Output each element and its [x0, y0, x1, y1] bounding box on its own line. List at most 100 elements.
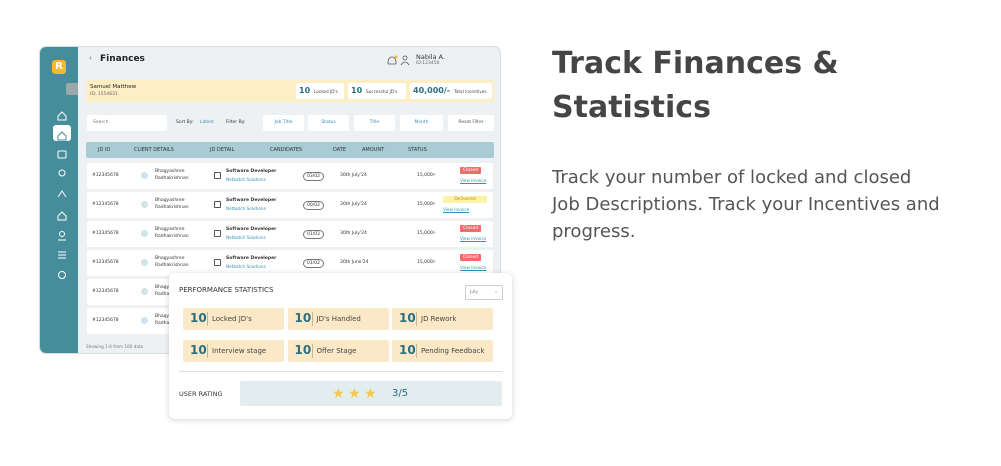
banner-stat: 40,000/- Total Incentives	[410, 83, 492, 99]
column-header: DATE	[333, 147, 347, 153]
job-icon	[214, 230, 221, 237]
star: ★	[364, 386, 377, 402]
job-title: Software Developer	[226, 227, 277, 232]
date: 30th July'24	[340, 173, 367, 178]
heading: Track Finances & Statistics	[552, 46, 839, 125]
table-row[interactable]: #12345678 Bhagyashree Radhakrishnan Softwa…	[87, 221, 493, 247]
invoice-link[interactable]: View Invoice	[460, 178, 487, 183]
client-name: Bhagyashree Radhakrishnan	[155, 169, 189, 181]
stat-tile: 10 JD's Handled	[287, 308, 389, 330]
rating-box: ★ ★ ★ 3/5	[240, 381, 502, 406]
stat-value: 10	[299, 86, 311, 95]
back-arrow[interactable]: ‹	[89, 54, 92, 62]
dropdown-arrow: ⌄	[494, 289, 499, 295]
tile-label: Pending Feedback	[421, 347, 485, 355]
banner-stat: 10 Locked JD's	[296, 83, 344, 99]
client-name: Bhagyashree Radhakrishnan	[155, 198, 189, 210]
job-title: Software Developer	[226, 256, 277, 261]
card-title: PERFORMANCE STATISTICS	[179, 286, 274, 294]
job-title: Software Developer	[226, 198, 277, 203]
sort-value[interactable]: Latest	[200, 120, 214, 125]
tile-separator	[311, 344, 313, 358]
column-header: CLIENT DETAILS	[134, 147, 174, 153]
logo[interactable]: R	[52, 60, 66, 74]
search-box[interactable]: Search	[87, 115, 167, 131]
user-name: Nabila A.	[416, 53, 446, 61]
tile-value: 10	[190, 343, 207, 357]
client-name: Bhagyashree Radhakrishnan	[155, 256, 189, 268]
stat-value: 40,000/-	[413, 86, 451, 95]
sort-label: Sort By:	[176, 120, 194, 125]
filter-dropdown[interactable]: Status	[308, 115, 349, 131]
banner: Samuel Matthew ID: 1554631 10 Locked JD's…	[86, 80, 494, 102]
reset-filter[interactable]: Reset Filter	[448, 115, 494, 131]
job-icon	[214, 201, 221, 208]
stat-tile: 10 Offer Stage	[287, 340, 389, 362]
status-badge: Delivered	[443, 196, 487, 203]
table-row[interactable]: #12345678 Bhagyashree Radhakrishnan Softwa…	[87, 163, 493, 189]
table-row[interactable]: #12345678 Bhagyashree Radhakrishnan Softwa…	[87, 192, 493, 218]
sidebar: R	[40, 47, 78, 353]
tile-label: Locked JD's	[212, 315, 252, 323]
client-icon	[141, 201, 148, 208]
filter-label: Filter By:	[226, 120, 246, 125]
performance-card: PERFORMANCE STATISTICS July ⌄ 10 Locked J…	[169, 273, 512, 419]
column-header: JD ID	[98, 147, 111, 153]
tile-value: 10	[190, 311, 207, 325]
column-header: AMOUNT	[362, 147, 385, 153]
tile-separator	[311, 312, 313, 326]
tile-separator	[207, 312, 208, 326]
jd-id: #12345678	[92, 231, 119, 236]
filter-dropdown[interactable]: Title	[354, 115, 395, 131]
tile-separator	[207, 344, 208, 358]
company: Netbatch Solutions	[226, 206, 266, 211]
collapse-button[interactable]	[66, 83, 78, 95]
divider	[179, 371, 502, 372]
filter-dropdown[interactable]: Job Title	[263, 115, 304, 131]
period-value: July	[470, 290, 479, 295]
table-header: JD ID CLIENT DETAILS JD DETAIL CANDIDATES DA…	[86, 142, 494, 158]
job-icon	[214, 172, 221, 179]
tile-label: Interview stage	[212, 347, 267, 355]
period-dropdown[interactable]: July ⌄	[465, 285, 503, 300]
filter-dropdown[interactable]: Month	[400, 115, 443, 131]
tile-value: 10	[294, 311, 312, 325]
status-badge: Closed	[460, 225, 482, 232]
tile-value: 10	[294, 343, 312, 357]
rating-value: 3/5	[392, 388, 409, 399]
client-icon	[141, 230, 148, 237]
stat-tile: 10 Interview stage	[183, 340, 284, 362]
search-placeholder: Search	[93, 120, 109, 125]
table-row[interactable]: #12345678 Bhagyashree Radhakrishnan Softwa…	[87, 250, 493, 276]
company: Netbatch Solutions	[226, 264, 266, 269]
column-header: JD DETAIL	[210, 147, 235, 153]
jd-id: #12345678	[92, 289, 119, 294]
invoice-link[interactable]: View Invoice	[460, 265, 487, 270]
company: Netbatch Solutions	[226, 235, 266, 240]
nav-icons[interactable]	[40, 102, 78, 287]
stat-tile: 10 Locked JD's	[183, 308, 284, 330]
table-footer: Showing 1-6 from 100 data	[86, 344, 144, 349]
rating-label: USER RATING	[179, 390, 223, 398]
jd-id: #12345678	[92, 260, 119, 265]
invoice-link[interactable]: View Invoice	[460, 236, 487, 241]
tile-separator	[416, 344, 417, 358]
invoice-link[interactable]: View Invoice	[443, 207, 470, 212]
stat-label: Successful JD's	[366, 89, 398, 94]
tile-label: JD Rework	[421, 315, 457, 323]
date: 30th July'24	[340, 231, 367, 236]
tile-value: 10	[399, 311, 416, 325]
company: Netbatch Solutions	[226, 177, 266, 182]
banner-name: Samuel Matthew	[90, 84, 137, 90]
header-icons[interactable]	[385, 54, 415, 68]
star: ★	[348, 386, 361, 402]
amount: 15,000/-	[417, 202, 436, 207]
description: Track your number of locked and closed J…	[552, 167, 940, 242]
date: 30th July'24	[340, 202, 367, 207]
job-icon	[214, 259, 221, 266]
tile-value: 10	[399, 343, 416, 357]
client-icon	[141, 288, 148, 295]
jd-id: #12345678	[92, 173, 119, 178]
client-icon	[141, 317, 148, 324]
